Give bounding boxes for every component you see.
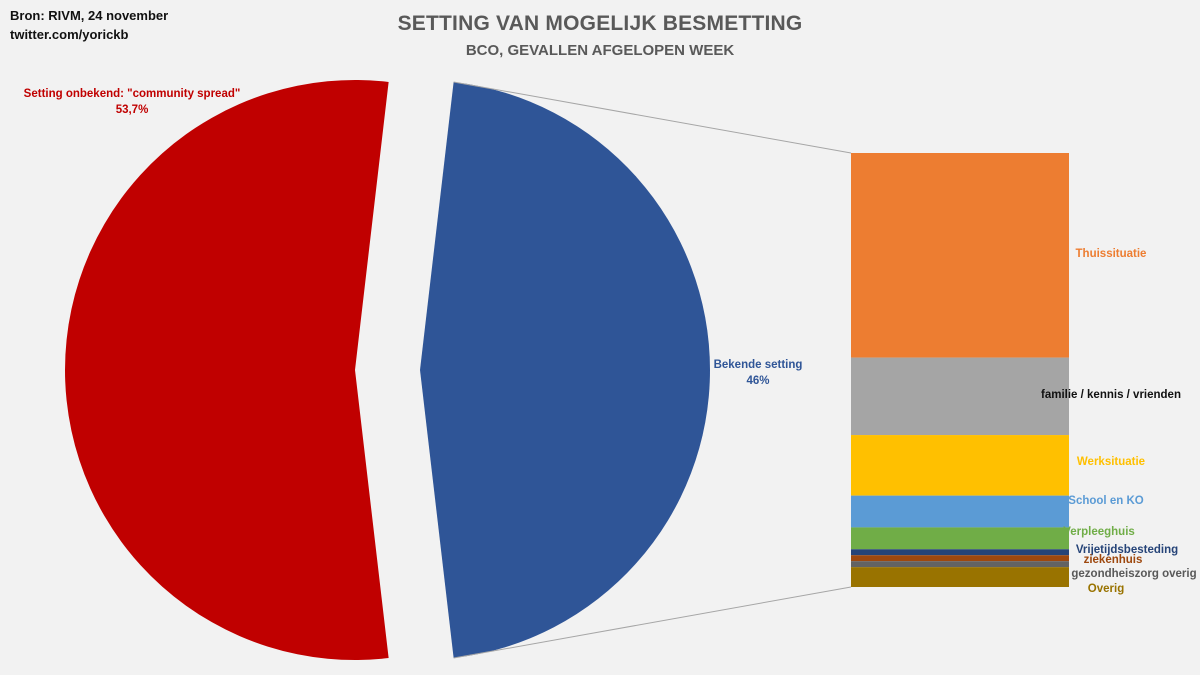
bar-segment-label: ziekenhuis bbox=[1084, 554, 1143, 566]
bar-segment bbox=[851, 495, 1069, 528]
connector-line-bottom bbox=[453, 586, 852, 659]
source-line-1: Bron: RIVM, 24 november bbox=[10, 8, 169, 23]
pie-slice-known bbox=[420, 81, 710, 659]
chart-title: SETTING VAN MOGELIJK BESMETTING bbox=[397, 12, 803, 35]
pie-label-unknown: Setting onbekend: "community spread" bbox=[24, 88, 241, 100]
connector-line-top bbox=[453, 81, 852, 154]
bar-segment-label: Thuissituatie bbox=[1076, 248, 1147, 260]
bar-segment bbox=[851, 555, 1069, 562]
bar-segment-label: Werksituatie bbox=[1077, 456, 1145, 468]
source-note: Bron: RIVM, 24 november twitter.com/yori… bbox=[10, 6, 168, 44]
pie-value-known: 46% bbox=[746, 375, 769, 387]
bar-segment bbox=[851, 567, 1069, 587]
bar-segment-label: gezondheiszorg overig bbox=[1071, 568, 1196, 580]
bar-segment bbox=[851, 153, 1069, 358]
chart-subtitle: BCO, GEVALLEN AFGELOPEN WEEK bbox=[465, 42, 735, 59]
bar-segment bbox=[851, 527, 1069, 550]
bar-segment bbox=[851, 435, 1069, 496]
bar-segment-label: School en KO bbox=[1068, 495, 1143, 507]
bar-segment-label: Verpleeghuis bbox=[1063, 526, 1135, 538]
bar-segment-label: familie / kennis / vrienden bbox=[1041, 389, 1181, 401]
bar-segment bbox=[851, 549, 1069, 556]
chart-titles: SETTING VAN MOGELIJK BESMETTING BCO, GEV… bbox=[300, 12, 900, 59]
bar-segment-label: Vrijetijdsbesteding bbox=[1076, 544, 1178, 556]
pie-value-unknown: 53,7% bbox=[116, 104, 149, 116]
pie-label-known: Bekende setting bbox=[714, 359, 803, 371]
bar-segment-label: Overig bbox=[1088, 583, 1124, 595]
bar-segment bbox=[851, 357, 1069, 436]
bar-segment bbox=[851, 561, 1069, 568]
pie-slice-unknown bbox=[64, 80, 389, 661]
source-line-2: twitter.com/yorickb bbox=[10, 27, 129, 42]
